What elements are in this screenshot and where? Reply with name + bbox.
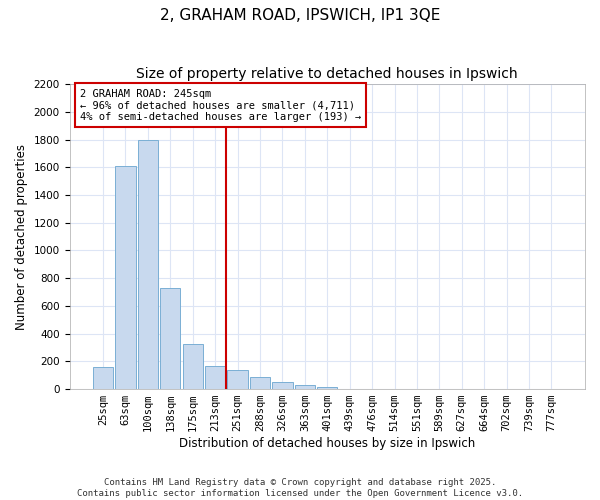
Bar <box>317 387 337 389</box>
Y-axis label: Number of detached properties: Number of detached properties <box>15 144 28 330</box>
Bar <box>205 366 225 389</box>
Text: 2, GRAHAM ROAD, IPSWICH, IP1 3QE: 2, GRAHAM ROAD, IPSWICH, IP1 3QE <box>160 8 440 22</box>
Bar <box>138 140 158 389</box>
Bar <box>272 382 293 389</box>
Bar <box>295 385 315 389</box>
Bar <box>160 288 181 389</box>
X-axis label: Distribution of detached houses by size in Ipswich: Distribution of detached houses by size … <box>179 437 475 450</box>
Bar <box>115 166 136 389</box>
Bar <box>182 344 203 389</box>
Title: Size of property relative to detached houses in Ipswich: Size of property relative to detached ho… <box>136 68 518 82</box>
Bar <box>227 370 248 389</box>
Bar <box>250 376 270 389</box>
Text: 2 GRAHAM ROAD: 245sqm
← 96% of detached houses are smaller (4,711)
4% of semi-de: 2 GRAHAM ROAD: 245sqm ← 96% of detached … <box>80 88 361 122</box>
Bar <box>93 367 113 389</box>
Text: Contains HM Land Registry data © Crown copyright and database right 2025.
Contai: Contains HM Land Registry data © Crown c… <box>77 478 523 498</box>
